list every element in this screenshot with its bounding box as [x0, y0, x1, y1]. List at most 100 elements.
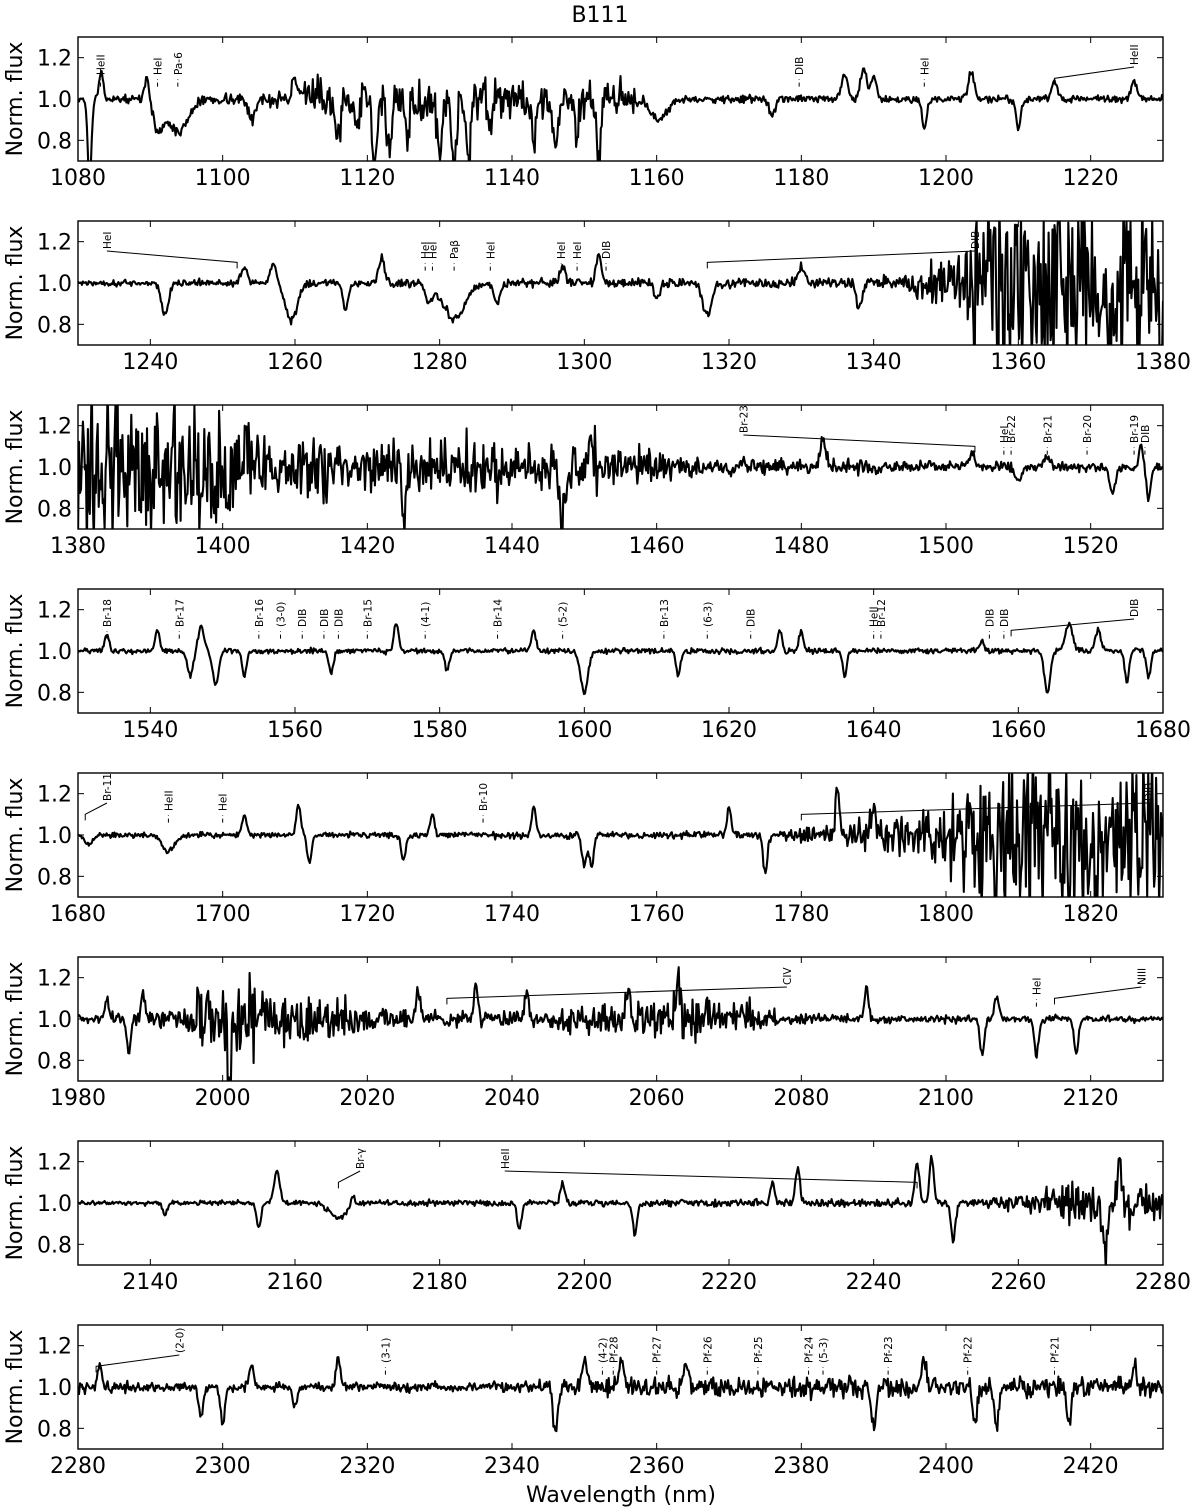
- spectrum-line: [78, 966, 1163, 1081]
- line-label: HeII: [1129, 44, 1141, 65]
- x-tick-label: 2360: [629, 1454, 685, 1479]
- line-label: NIII: [1136, 968, 1148, 985]
- y-tick-label: 1.0: [37, 88, 72, 113]
- y-tick-label: 0.8: [37, 681, 72, 706]
- y-axis-label: Norm. flux: [3, 594, 28, 709]
- y-tick-label: 1.0: [37, 1192, 72, 1217]
- line-label: HeI: [556, 242, 568, 259]
- line-label: Br-12: [876, 599, 888, 627]
- x-tick-label: 1760: [629, 902, 685, 927]
- line-label: HeII: [95, 54, 107, 75]
- x-tick-label: 2200: [556, 1270, 612, 1295]
- x-tick-label: 1300: [556, 350, 612, 375]
- line-label: DIB: [319, 609, 331, 627]
- panel-2: 1240 1260 1280 1300 1320 1340 1360 1380 0.8 1.0 1.…: [3, 220, 1191, 375]
- x-tick-label: 1380: [50, 534, 106, 559]
- spectrum-line: [78, 405, 1163, 529]
- y-tick-label: 0.8: [37, 1049, 72, 1074]
- x-tick-label: 1680: [50, 902, 106, 927]
- x-tick-label: 1120: [339, 166, 395, 191]
- line-label: HeII: [163, 790, 175, 811]
- y-axis-label: Norm. flux: [3, 962, 28, 1077]
- line-label: DIB: [1144, 783, 1156, 801]
- line-label: Pf-24: [804, 1336, 816, 1363]
- line-label: Br-14: [493, 599, 505, 627]
- y-tick-label: 1.0: [37, 456, 72, 481]
- line-bracket: [1054, 986, 1142, 1005]
- y-tick-label: 1.0: [37, 272, 72, 297]
- line-label: Br-16: [254, 599, 266, 627]
- y-axis-label: Norm. flux: [3, 1330, 28, 1445]
- x-tick-label: 2080: [773, 1086, 829, 1111]
- line-label: HeI: [102, 232, 114, 249]
- y-tick-label: 1.2: [37, 599, 72, 624]
- x-tick-label: 1160: [629, 166, 685, 191]
- y-axis-label: Norm. flux: [3, 410, 28, 525]
- x-tick-label: 1080: [50, 166, 106, 191]
- line-bracket: [800, 802, 1149, 821]
- line-label: HeI: [218, 794, 230, 811]
- y-tick-label: 0.8: [37, 129, 72, 154]
- spectrum-line: [78, 1154, 1163, 1265]
- line-label: HeI: [485, 242, 497, 259]
- y-tick-label: 0.8: [37, 1233, 72, 1258]
- x-tick-label: 1420: [339, 534, 395, 559]
- line-label: Br-20: [1082, 415, 1094, 443]
- line-label: DIB: [984, 609, 996, 627]
- line-label: DIB: [601, 241, 613, 259]
- x-tick-label: 2260: [990, 1270, 1046, 1295]
- line-label: DIB: [794, 57, 806, 75]
- x-tick-label: 2040: [484, 1086, 540, 1111]
- x-tick-label: 1340: [846, 350, 902, 375]
- line-label: CIV: [782, 967, 794, 985]
- line-bracket: [337, 1170, 361, 1189]
- panel-7: 2140 2160 2180 2200 2220 2240 2260 2280 0.8 1.0 1.…: [3, 1140, 1191, 1295]
- line-label: Br-10: [478, 783, 490, 811]
- x-tick-label: 1780: [773, 902, 829, 927]
- line-label: Pf-27: [652, 1336, 664, 1363]
- line-label: (3-1): [380, 1338, 392, 1363]
- line-label: DIB: [746, 609, 758, 627]
- x-tick-label: 2420: [1063, 1454, 1119, 1479]
- line-label: (2-0): [174, 1328, 186, 1353]
- x-tick-label: 1980: [50, 1086, 106, 1111]
- y-axis-label: Norm. flux: [3, 778, 28, 893]
- line-label: Br-γ: [355, 1148, 367, 1169]
- line-label: Paβ: [449, 240, 461, 259]
- x-tick-label: 2000: [195, 1086, 251, 1111]
- line-label: (5-2): [558, 602, 570, 627]
- line-label: HeI: [919, 58, 931, 75]
- x-tick-label: 2060: [629, 1086, 685, 1111]
- x-tick-label: 1600: [556, 718, 612, 743]
- spectrum-line: [78, 773, 1163, 897]
- x-tick-label: 1220: [1063, 166, 1119, 191]
- panel-6: 1980 2000 2020 2040 2060 2080 2100 2120 0.8 1.0 1.…: [3, 956, 1164, 1111]
- line-label: Pf-25: [753, 1336, 765, 1363]
- line-label: HeI: [999, 426, 1011, 443]
- line-label: DIB: [1129, 599, 1141, 617]
- line-label: Br-11: [102, 773, 114, 801]
- line-label: DIB: [999, 609, 1011, 627]
- x-tick-label: 1480: [773, 534, 829, 559]
- line-label: Pf-23: [883, 1336, 895, 1363]
- x-tick-label: 1440: [484, 534, 540, 559]
- panels: 1080 1100 1120 1140 1160 1180 1200 1220 0.8 1.0 1.…: [3, 36, 1191, 1479]
- line-bracket: [95, 1354, 180, 1373]
- line-label: DIB: [1140, 425, 1152, 443]
- x-tick-label: 1140: [484, 166, 540, 191]
- y-tick-label: 1.0: [37, 640, 72, 665]
- line-label: Br-18: [102, 599, 114, 627]
- panel-5: 1680 1700 1720 1740 1760 1780 1800 1820 0.8 1.0 1.…: [3, 772, 1164, 927]
- x-tick-label: 2280: [1135, 1270, 1191, 1295]
- x-tick-label: 1740: [484, 902, 540, 927]
- x-tick-label: 2160: [267, 1270, 323, 1295]
- x-tick-label: 2240: [846, 1270, 902, 1295]
- x-tick-label: 1280: [412, 350, 468, 375]
- y-tick-label: 1.2: [37, 783, 72, 808]
- x-tick-label: 1200: [918, 166, 974, 191]
- y-tick-label: 1.0: [37, 824, 72, 849]
- line-label: HeI: [1031, 978, 1043, 995]
- panel-3: 1380 1400 1420 1440 1460 1480 1500 1520 0.8 1.0 1.…: [3, 404, 1164, 559]
- x-tick-label: 1240: [122, 350, 178, 375]
- x-tick-label: 1380: [1135, 350, 1191, 375]
